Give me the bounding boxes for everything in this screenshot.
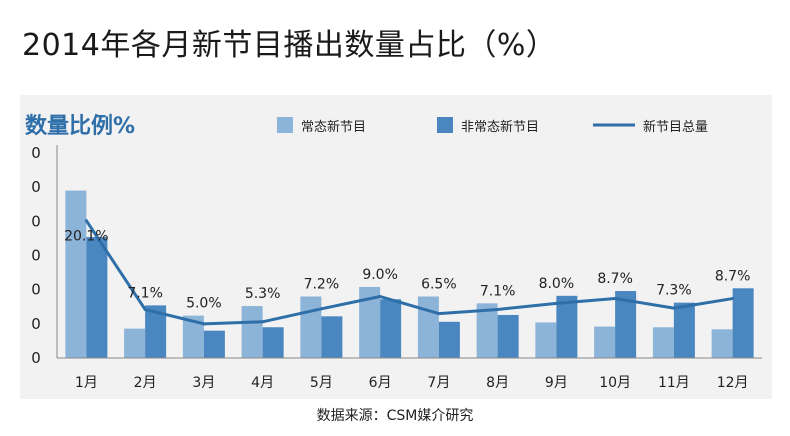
y-tick-label: 0 (31, 349, 41, 367)
x-tick-label: 6月 (369, 375, 392, 391)
x-tick-label: 10月 (599, 375, 631, 391)
x-tick-label: 2月 (134, 375, 157, 391)
chart-svg: 数量比例% 常态新节目 非常态新节目 新节目总量 0 0 0 0 0 0 0 20.1% 7.1% 5.0… (25, 113, 762, 391)
line-point (319, 307, 323, 311)
bar-regular (535, 322, 557, 358)
legend-label-total: 新节目总量 (643, 119, 708, 135)
bar-regular (182, 315, 204, 358)
y-tick-label: 0 (31, 315, 41, 333)
x-tick-label: 1月 (75, 375, 98, 391)
bar-regular (711, 329, 733, 358)
bar-nonregular (321, 316, 343, 358)
y-tick-label: 0 (31, 178, 41, 196)
x-tick-label: 11月 (658, 375, 690, 391)
legend-swatch-regular (277, 117, 293, 133)
line-point (261, 320, 265, 324)
line-point (202, 322, 206, 326)
y-tick-label: 0 (31, 281, 41, 299)
bar-nonregular (380, 299, 402, 358)
x-tick-label: 3月 (192, 375, 215, 391)
line-point (378, 295, 382, 298)
data-label: 6.5% (421, 277, 457, 293)
bar-nonregular (732, 288, 754, 358)
legend-swatch-nonregular (437, 117, 453, 133)
y-tick-label: 0 (31, 247, 41, 265)
data-label: 5.3% (245, 286, 281, 302)
data-label: 7.1% (480, 283, 516, 299)
page-title: 2014年各月新节目播出数量占比（%） (22, 28, 557, 63)
bar-regular (65, 190, 87, 358)
chart-title: 数量比例% (25, 113, 135, 139)
bar-nonregular (438, 321, 460, 358)
legend-label-nonregular: 非常态新节目 (461, 119, 539, 135)
y-tick-label: 0 (31, 144, 41, 162)
x-tick-label: 4月 (251, 375, 274, 391)
bar-nonregular (262, 327, 284, 358)
bar-nonregular (497, 314, 519, 358)
line-point (437, 312, 441, 316)
data-label: 8.7% (597, 271, 633, 287)
line-total (85, 219, 733, 326)
data-label: 8.7% (715, 268, 751, 284)
x-tick-label: 12月 (717, 375, 749, 391)
data-label: 7.1% (127, 285, 163, 301)
data-label: 8.0% (539, 276, 575, 292)
x-tick-label: 5月 (310, 375, 333, 391)
line-point (554, 301, 558, 305)
bar-regular (124, 328, 146, 358)
bar-regular (652, 327, 674, 358)
line-point (672, 306, 676, 310)
bar-nonregular (673, 302, 695, 358)
bar-nonregular (615, 291, 637, 358)
bar-nonregular (145, 305, 167, 358)
data-label: 20.1% (64, 229, 108, 245)
legend-label-regular: 常态新节目 (301, 119, 366, 135)
line-point (731, 297, 735, 301)
bar-regular (594, 326, 616, 358)
bar-regular (476, 303, 498, 358)
bar-nonregular (203, 330, 225, 358)
data-label: 7.2% (304, 277, 340, 293)
data-label: 7.3% (656, 283, 692, 299)
data-label: 5.0% (186, 296, 222, 312)
bar-nonregular (556, 295, 578, 358)
x-tick-label: 9月 (545, 375, 568, 391)
bar-nonregular (86, 237, 108, 358)
x-tick-label: 7月 (427, 375, 450, 391)
line-point (613, 297, 617, 301)
bar-regular (300, 296, 322, 358)
line-point (84, 219, 88, 223)
bar-regular (417, 296, 439, 358)
data-label: 9.0% (362, 267, 398, 283)
bar-regular (359, 286, 381, 358)
line-point (143, 307, 147, 311)
x-tick-label: 8月 (486, 375, 509, 391)
y-tick-label: 0 (31, 212, 41, 230)
source-note: 数据来源：CSM媒介研究 (316, 408, 474, 424)
chart-panel: 数量比例% 常态新节目 非常态新节目 新节目总量 0 0 0 0 0 0 0 20.1% 7.1% 5.0… (20, 95, 772, 399)
bar-regular (241, 306, 263, 358)
line-point (496, 307, 500, 311)
